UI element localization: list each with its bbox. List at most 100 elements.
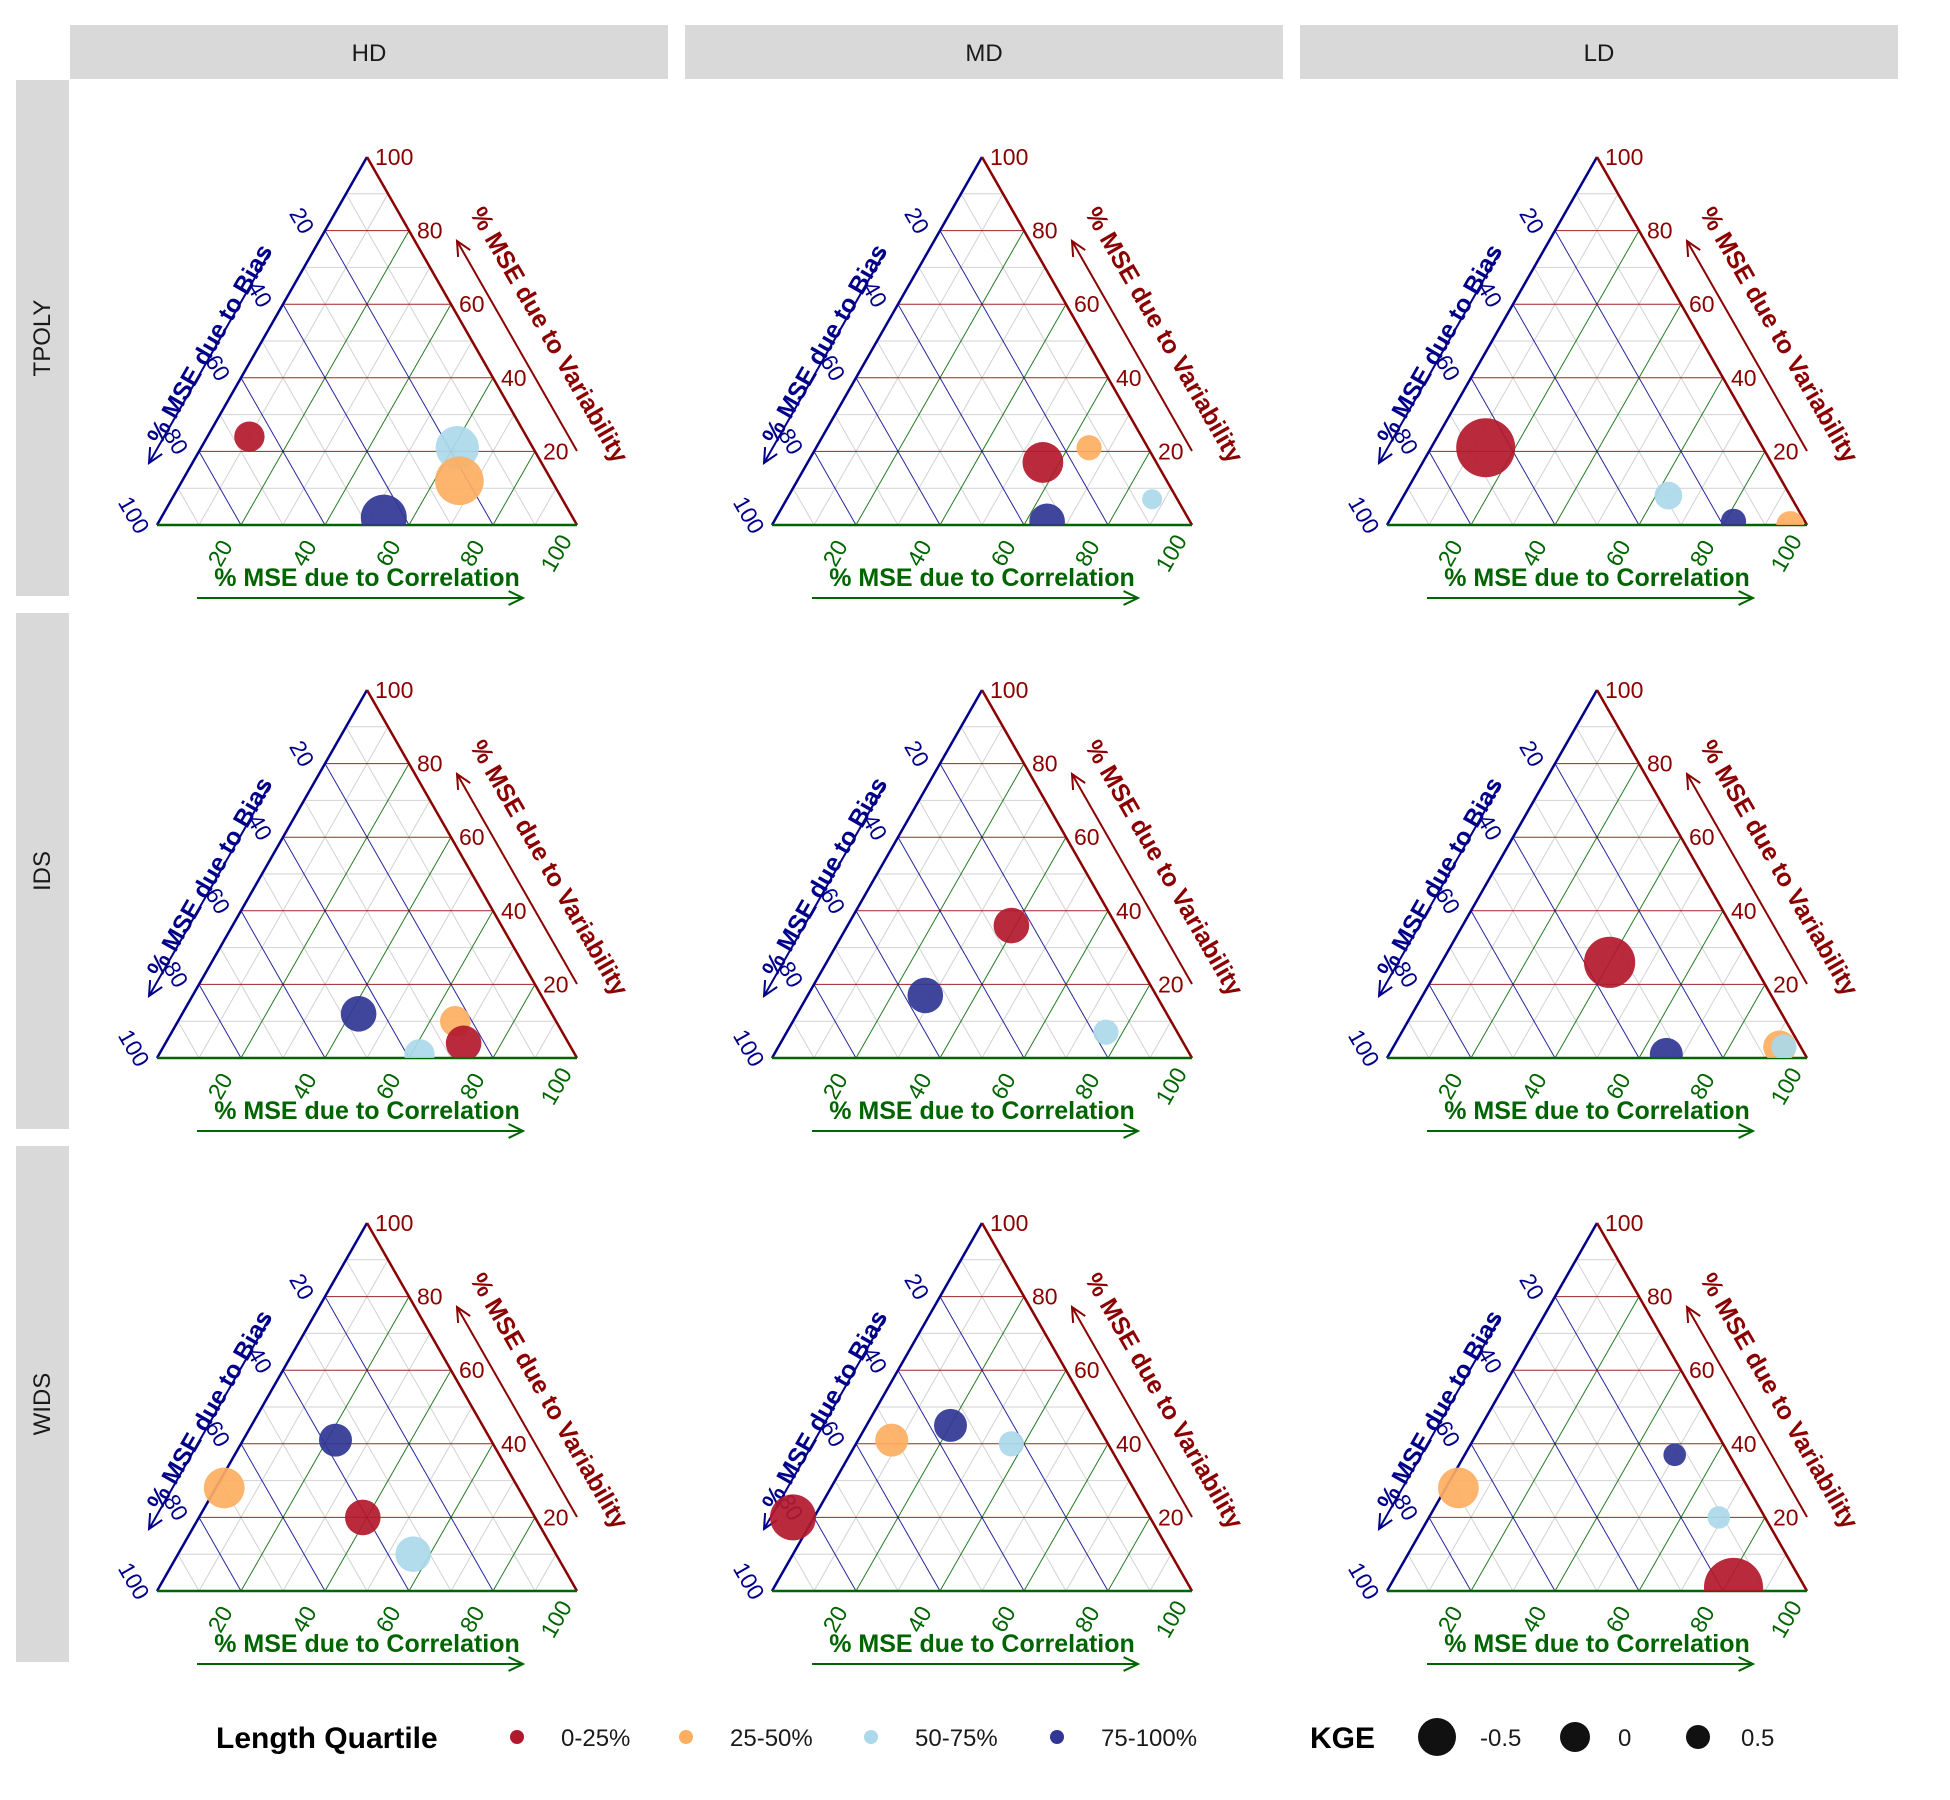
variability-edge — [1595, 689, 1809, 1059]
variability-arrow-icon — [1685, 772, 1808, 985]
correlation-axis-title: % MSE due to Correlation — [829, 1630, 1135, 1658]
row-strip-ids: IDS — [16, 613, 69, 1129]
legend-label: 25-50% — [730, 1725, 813, 1752]
column-strip-label: HD — [352, 40, 387, 67]
bias-tick-label: 100 — [1343, 1025, 1385, 1071]
bias-tick-label: 20 — [899, 203, 934, 238]
correlation-tick-label: 100 — [1150, 1063, 1192, 1109]
variability-tick-label: 40 — [1116, 1431, 1142, 1457]
points — [340, 996, 482, 1058]
variability-arrow-icon — [455, 239, 578, 452]
correlation-arrow-icon — [197, 590, 526, 606]
variability-tick-label: 20 — [543, 1504, 569, 1530]
point-25-50 — [1776, 511, 1805, 525]
correlation-tick-label: 100 — [535, 530, 577, 576]
row-strip-label: TPOLY — [29, 300, 56, 377]
legend: Length Quartile 0-25% 25-50% 50-75% 75-100% K… — [216, 1718, 1774, 1756]
bias-tick-label: 100 — [728, 492, 770, 538]
correlation-arrow-icon — [1427, 590, 1756, 606]
points — [1456, 418, 1805, 525]
major-grid — [1428, 230, 1766, 526]
variability-tick-label: 80 — [1647, 218, 1673, 244]
column-strip-hd: HD — [70, 25, 668, 79]
legend-label: 0 — [1618, 1725, 1631, 1752]
variability-edge — [365, 689, 579, 1059]
correlation-axis-title: % MSE due to Correlation — [214, 564, 520, 592]
point-75-100 — [1649, 1037, 1683, 1058]
minor-grid — [177, 1259, 557, 1592]
variability-axis-title: % MSE due to Variability — [1079, 735, 1248, 1001]
point-75-100 — [1720, 508, 1747, 525]
point-0-25 — [770, 1494, 816, 1541]
legend-size-swatch — [1686, 1725, 1710, 1749]
minor-grid — [177, 193, 557, 526]
variability-tick-label: 40 — [1116, 898, 1142, 924]
point-75-100 — [319, 1423, 352, 1457]
variability-tick-label: 80 — [1032, 751, 1058, 777]
point-75-100 — [1663, 1443, 1686, 1467]
bias-edge — [1385, 689, 1599, 1059]
bias-arrow-icon — [1377, 252, 1500, 465]
variability-axis-title: % MSE due to Variability — [464, 1268, 633, 1534]
bias-edge — [1385, 156, 1599, 526]
variability-tick-label: 60 — [1074, 291, 1100, 317]
bias-edge — [155, 1222, 369, 1592]
variability-tick-label: 100 — [990, 1210, 1028, 1236]
variability-tick-label: 80 — [1647, 751, 1673, 777]
bias-tick-label: 100 — [113, 492, 155, 538]
variability-tick-label: 100 — [1605, 677, 1643, 703]
minor-grid — [792, 193, 1172, 526]
points — [1438, 1443, 1763, 1591]
variability-tick-label: 20 — [1773, 971, 1799, 997]
correlation-tick-label: 100 — [1765, 1596, 1807, 1642]
axis-arrows — [1377, 1305, 1808, 1672]
points — [234, 421, 484, 525]
bias-edge — [770, 689, 984, 1059]
variability-tick-label: 40 — [1731, 1431, 1757, 1457]
variability-tick-label: 80 — [1647, 1284, 1673, 1310]
major-grid — [198, 763, 536, 1059]
size-legend-item-0.5: 0.5 — [1686, 1725, 1774, 1752]
point-0-25 — [1584, 936, 1636, 988]
correlation-arrow-icon — [1427, 1123, 1756, 1139]
axis-arrows — [1377, 239, 1808, 606]
points — [1584, 936, 1797, 1058]
major-grid — [813, 1296, 1151, 1592]
variability-tick-label: 100 — [990, 677, 1028, 703]
minor-grid — [177, 726, 557, 1059]
legend-swatch — [510, 1730, 524, 1744]
correlation-arrow-icon — [197, 1123, 526, 1139]
variability-edge — [980, 689, 1194, 1059]
bias-axis-title: % MSE due to Bias — [757, 1306, 894, 1515]
size-legend-title: KGE — [1310, 1722, 1375, 1755]
row-strip-wids: WIDS — [16, 1146, 69, 1662]
variability-edge — [365, 156, 579, 526]
bias-arrow-icon — [1377, 1318, 1500, 1531]
variability-tick-label: 80 — [417, 751, 443, 777]
variability-tick-label: 60 — [1689, 291, 1715, 317]
axis-arrows — [1377, 772, 1808, 1139]
variability-tick-label: 20 — [1158, 971, 1184, 997]
legend-swatch — [864, 1730, 878, 1744]
bias-axis-title: % MSE due to Bias — [757, 240, 894, 449]
point-50-75 — [1093, 1019, 1119, 1045]
variability-tick-label: 80 — [1032, 1284, 1058, 1310]
bias-axis-title: % MSE due to Bias — [1372, 240, 1509, 449]
major-grid — [813, 230, 1151, 526]
bias-tick-label: 20 — [284, 203, 319, 238]
legend-size-swatch — [1560, 1722, 1590, 1752]
variability-tick-label: 60 — [1689, 1357, 1715, 1383]
variability-tick-label: 60 — [1074, 824, 1100, 850]
color-legend-item-75-100%: 75-100% — [1050, 1725, 1197, 1752]
legend-swatch — [1050, 1730, 1064, 1744]
color-legend-title: Length Quartile — [216, 1722, 438, 1755]
variability-tick-label: 40 — [1116, 365, 1142, 391]
legend-size-swatch — [1418, 1718, 1456, 1756]
legend-label: 0.5 — [1741, 1725, 1774, 1752]
variability-tick-label: 20 — [1158, 1504, 1184, 1530]
variability-tick-label: 100 — [990, 144, 1028, 170]
